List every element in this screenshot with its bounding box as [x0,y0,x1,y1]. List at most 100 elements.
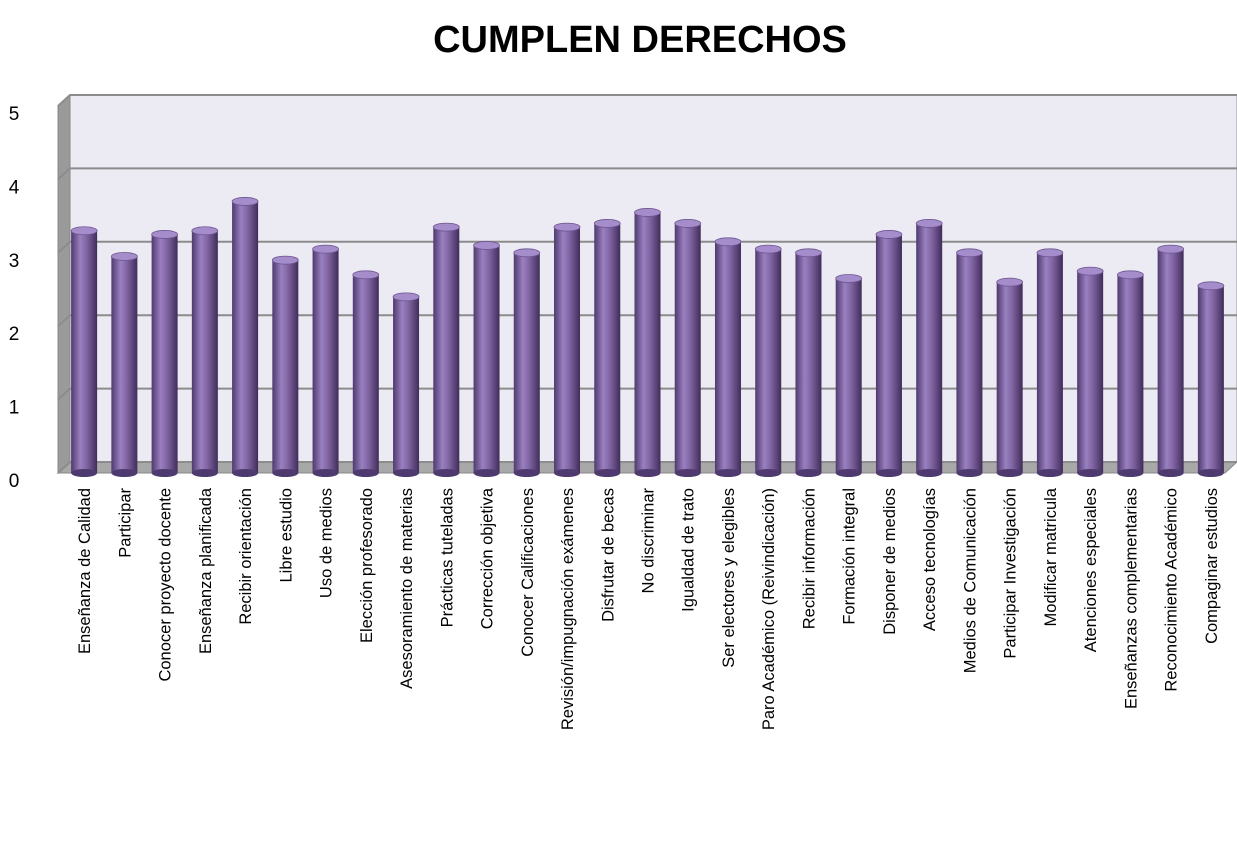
bar-base [151,469,178,477]
bar [956,252,983,473]
x-tick-label: Asesoramiento de materias [398,488,416,689]
bar-base [875,469,902,477]
bar-top [513,248,541,258]
bar [352,274,379,473]
bar-base [473,469,500,477]
bar-base [674,469,701,477]
bar-base [352,469,379,477]
bar [111,256,138,473]
bar-base [312,469,339,477]
bar-base [1157,469,1184,477]
x-tick-label: Conocer Calificaciones [519,488,537,657]
bar-top [1116,270,1144,280]
bar [1077,271,1104,473]
bar [1036,252,1063,473]
bar-top [593,219,621,228]
x-tick-label: Enseñanza de Calidad [76,488,94,654]
bar-base [111,469,138,477]
bar [755,249,782,473]
x-tick-label: Disfrutar de becas [599,488,617,622]
x-tick-label: Participar [116,488,134,558]
bar-top [795,248,822,258]
bar-top [110,252,138,261]
bar-top [634,208,661,217]
bar-top [1197,281,1225,291]
bar-top [1036,248,1064,258]
bar-top [1157,244,1185,254]
x-tick-label: Elección profesorado [358,488,376,643]
bar [875,234,902,473]
bar [835,278,862,473]
bar-base [232,469,259,477]
bar-base [191,469,218,477]
bar-top [432,222,460,232]
grid-line [57,240,1237,254]
bar [674,223,701,473]
bar [473,245,500,473]
bar [393,296,420,473]
bar-base [755,469,782,477]
x-tick-label: Ser electores y elegibles [720,488,738,668]
bar-base [714,469,741,477]
bar [996,282,1023,473]
x-tick-label: Prácticas tuteladas [438,488,456,627]
y-tick-label: 0 [9,471,20,492]
bar-base [393,469,420,477]
bar [232,201,259,474]
bar [312,249,339,473]
bar-top [191,226,219,236]
bar [916,223,943,473]
bar [554,227,581,473]
bar [1157,249,1184,473]
bar-top [70,226,98,236]
x-tick-label: Igualdad de trato [680,488,698,612]
grid-line [57,94,1237,107]
bar [71,230,98,473]
bar-base [554,469,581,477]
bar [714,241,741,473]
chart-title: CUMPLEN DERECHOS [433,19,847,61]
bar-top [392,292,420,302]
bar-top [352,270,380,280]
x-tick-label: Libre estudio [277,488,295,582]
x-tick-label: Enseñanza planificada [197,487,215,654]
bar-top [473,241,500,250]
y-tick-label: 1 [9,398,20,419]
bar-base [956,469,983,477]
bar-base [1036,469,1063,477]
bar-top [915,219,943,228]
bar-top [231,197,259,206]
x-tick-label: Disponer de medios [881,488,899,635]
bar-base [835,469,862,477]
bar-top [151,230,179,239]
x-tick-label: Participar Investigación [1002,488,1020,659]
bar [151,234,178,473]
bar [594,223,621,473]
bar-top [312,244,339,254]
bar-base [1117,469,1144,477]
x-tick-label: Acceso tecnologías [921,488,939,631]
bar-top [271,255,299,265]
x-tick-label: Recibir información [800,488,818,629]
x-tick-label: Medios de Comunicación [961,488,979,673]
x-tick-label: Paro Académico (Reivindicación) [760,488,778,730]
bar-top [875,230,903,239]
y-tick-label: 5 [9,104,20,125]
bar-top [754,244,782,254]
x-tick-label: Compaginar estudios [1203,488,1221,644]
bar [433,227,460,473]
x-tick-label: Enseñanzas complementarias [1122,488,1140,709]
bar-base [272,469,299,477]
bar [513,252,540,473]
y-tick-label: 4 [9,177,20,198]
bar-base [71,469,98,477]
bar-base [996,469,1023,477]
y-tick-label: 2 [9,324,20,345]
side-wall [57,93,71,475]
grid-line [57,167,1237,181]
bar-base [433,469,460,477]
bar-top [996,277,1024,287]
bar-top [956,248,983,258]
bar-base [1077,469,1104,477]
